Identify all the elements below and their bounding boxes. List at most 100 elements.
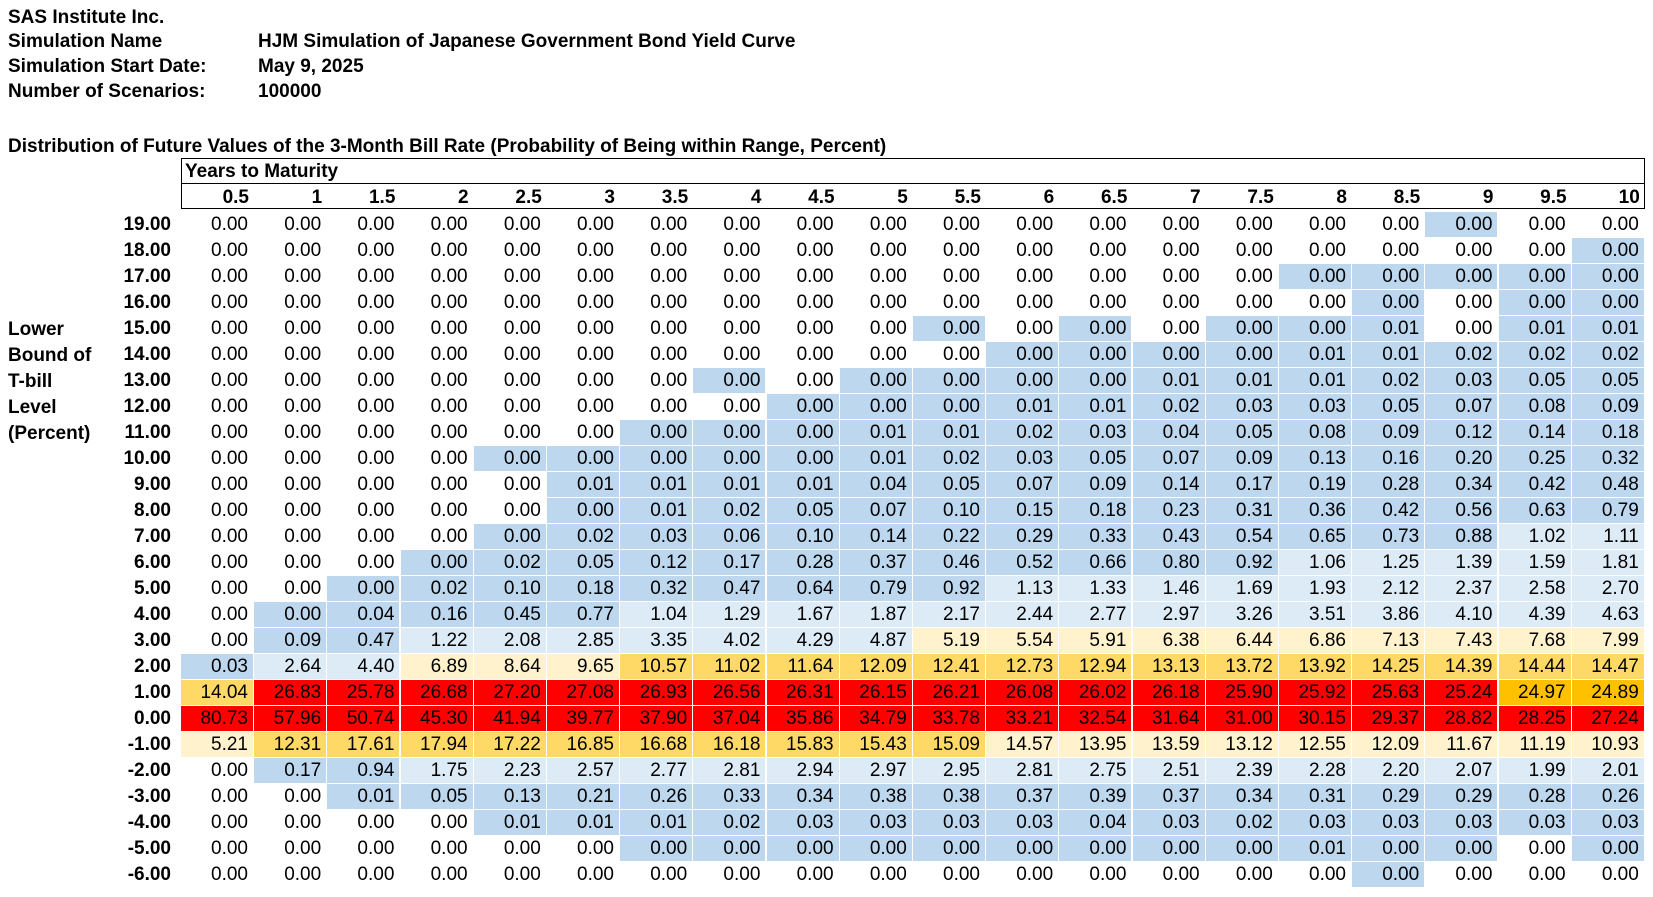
table-cell: 9.65 — [547, 654, 620, 680]
table-cell: 0.37 — [839, 550, 913, 576]
table-cell: 26.31 — [766, 680, 840, 706]
table-cell: 0.34 — [1205, 784, 1279, 810]
table-cell: 0.05 — [913, 472, 986, 498]
table-cell: 26.08 — [986, 680, 1060, 706]
start-date-label: Simulation Start Date: — [8, 56, 207, 77]
table-cell: 0.00 — [839, 342, 913, 368]
table-cell: 0.00 — [1205, 212, 1279, 238]
table-cell: 2.97 — [1132, 602, 1206, 628]
table-cell: 0.00 — [839, 238, 913, 264]
table-cell: 0.18 — [547, 576, 620, 602]
table-cell: 0.05 — [1498, 368, 1572, 394]
table-cell: 0.03 — [986, 810, 1060, 836]
table-cell: 0.00 — [839, 836, 913, 862]
table-cell: 2.64 — [254, 654, 328, 680]
table-cell: 2.20 — [1352, 758, 1426, 784]
table-cell: 12.73 — [986, 654, 1060, 680]
table-cell: 0.03 — [1279, 810, 1352, 836]
row-label: -2.00 — [127, 760, 171, 781]
table-cell: 0.00 — [986, 264, 1060, 290]
table-cell: 0.00 — [1059, 368, 1133, 394]
row-label: 1.00 — [134, 682, 171, 703]
simulation-name-value: HJM Simulation of Japanese Government Bo… — [258, 31, 796, 52]
table-cell: 0.00 — [1059, 316, 1133, 342]
table-cell: 0.00 — [547, 420, 620, 446]
table-cell: 26.68 — [400, 680, 474, 706]
table-cell: 0.00 — [327, 498, 401, 524]
row-axis-label-line-1: Lower — [8, 319, 64, 340]
table-cell: 0.03 — [1571, 810, 1645, 836]
table-cell: 0.00 — [1132, 316, 1206, 342]
row-label: 3.00 — [134, 630, 171, 651]
table-cell: 0.00 — [181, 862, 254, 888]
table-cell: 0.00 — [1205, 836, 1279, 862]
table-cell: 12.09 — [839, 654, 913, 680]
table-cell: 14.57 — [986, 732, 1060, 758]
table-cell: 0.31 — [1205, 498, 1279, 524]
table-cell: 0.00 — [547, 836, 620, 862]
row-label: 17.00 — [123, 266, 171, 287]
table-cell: 2.97 — [839, 758, 913, 784]
table-cell: 0.03 — [1425, 810, 1499, 836]
table-cell: 16.18 — [693, 732, 767, 758]
table-cell: 0.00 — [473, 498, 547, 524]
table-cell: 0.00 — [620, 394, 694, 420]
table-cell: 0.00 — [400, 342, 474, 368]
table-cell: 0.52 — [986, 550, 1060, 576]
column-header: 5.5 — [954, 187, 981, 208]
table-cell: 0.16 — [1352, 446, 1426, 472]
table-cell: 0.00 — [1425, 836, 1499, 862]
table-cell: 0.00 — [254, 394, 328, 420]
table-cell: 5.21 — [181, 732, 254, 758]
table-cell: 0.00 — [766, 420, 840, 446]
table-cell: 0.29 — [1425, 784, 1499, 810]
column-header: 6 — [1043, 187, 1055, 208]
table-cell: 0.00 — [547, 446, 620, 472]
table-cell: 1.81 — [1571, 550, 1645, 576]
row-label: -6.00 — [127, 864, 171, 885]
row-label: -4.00 — [127, 812, 171, 833]
table-cell: 0.00 — [1205, 264, 1279, 290]
table-cell: 0.12 — [1425, 420, 1499, 446]
table-cell: 0.00 — [254, 446, 328, 472]
table-cell: 2.08 — [473, 628, 547, 654]
table-cell: 0.00 — [1205, 238, 1279, 264]
table-cell: 0.37 — [986, 784, 1060, 810]
table-cell: 25.24 — [1425, 680, 1499, 706]
table-cell: 12.31 — [254, 732, 328, 758]
table-cell: 2.81 — [986, 758, 1060, 784]
table-cell: 2.12 — [1352, 576, 1426, 602]
table-cell: 0.01 — [327, 784, 401, 810]
table-cell: 0.16 — [400, 602, 474, 628]
table-cell: 0.00 — [327, 550, 401, 576]
table-cell: 0.00 — [1352, 238, 1426, 264]
table-cell: 0.01 — [1279, 836, 1352, 862]
table-cell: 0.00 — [1279, 862, 1352, 888]
table-cell: 1.29 — [693, 602, 767, 628]
table-cell: 0.02 — [986, 420, 1060, 446]
table-cell: 0.28 — [1352, 472, 1426, 498]
table-cell: 0.08 — [1279, 420, 1352, 446]
column-header: 5 — [897, 187, 908, 208]
table-cell: 3.86 — [1352, 602, 1426, 628]
table-cell: 0.04 — [1059, 810, 1133, 836]
table-cell: 2.37 — [1425, 576, 1499, 602]
table-cell: 0.05 — [400, 784, 474, 810]
table-cell: 0.00 — [400, 862, 474, 888]
table-cell: 0.00 — [547, 862, 620, 888]
table-cell: 0.00 — [400, 472, 474, 498]
column-header: 8.5 — [1393, 187, 1421, 208]
row-label: 6.00 — [134, 552, 171, 573]
table-cell: 0.00 — [473, 264, 547, 290]
table-cell: 0.00 — [181, 446, 254, 472]
table-cell: 0.00 — [913, 238, 986, 264]
table-cell: 0.00 — [400, 836, 474, 862]
table-cell: 17.94 — [400, 732, 474, 758]
table-cell: 1.02 — [1498, 524, 1572, 550]
table-cell: 0.00 — [1425, 862, 1499, 888]
table-cell: 0.00 — [327, 264, 401, 290]
table-cell: 0.63 — [1498, 498, 1572, 524]
table-cell: 0.92 — [1205, 550, 1279, 576]
table-cell: 0.00 — [1425, 238, 1499, 264]
table-cell: 0.09 — [254, 628, 328, 654]
